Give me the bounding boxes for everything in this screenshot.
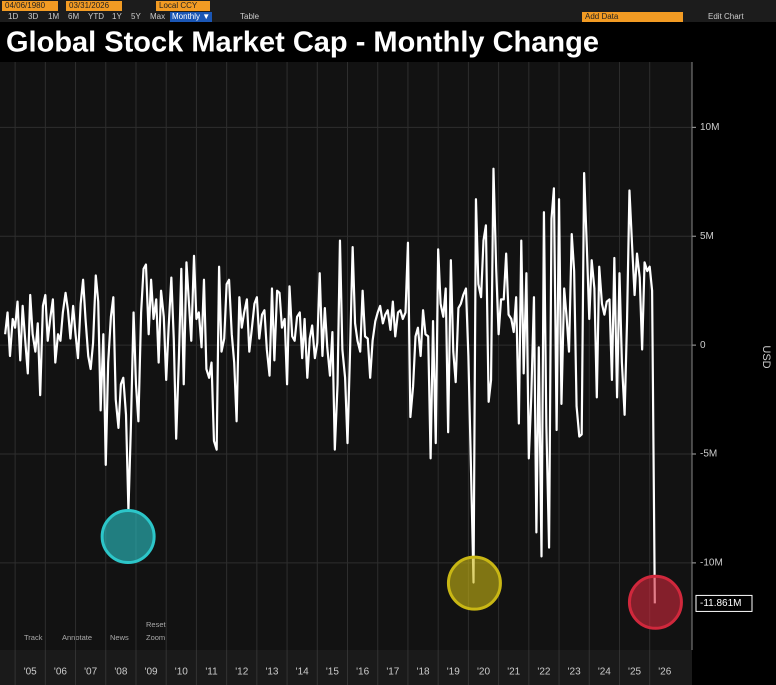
range-button[interactable]: 1D [8, 12, 19, 21]
x-tick-label: '21 [507, 667, 520, 678]
data-line [4, 167, 656, 604]
reset-button[interactable]: Reset [146, 620, 167, 629]
chart-tools: Reset Track Annotate News Zoom [24, 620, 167, 642]
chart: Global Stock Market Cap - Monthly Change… [0, 27, 772, 685]
toolbar: 04/06/1980 03/31/2026 Local CCY 1D 3D 1M… [0, 0, 776, 22]
x-tick-label: '07 [84, 667, 97, 678]
last-value-label: -11.861M [700, 598, 742, 609]
x-tick-label: '14 [296, 667, 309, 678]
x-tick-label: '20 [477, 667, 490, 678]
range-button[interactable]: 3D [28, 12, 39, 21]
highlight-circle [100, 509, 156, 565]
currency[interactable]: Local CCY [156, 1, 210, 11]
add-data[interactable]: Add Data [582, 12, 683, 22]
last-value-tag [695, 594, 753, 612]
x-tick-label: '26 [658, 667, 671, 678]
x-tick-label: '19 [447, 667, 460, 678]
x-tick-label: '16 [356, 667, 369, 678]
highlight-circle [446, 555, 502, 611]
edit-chart[interactable]: Edit Chart [708, 12, 744, 21]
period-select[interactable]: Monthly ▼ [170, 12, 213, 22]
x-tick-label: '25 [628, 667, 641, 678]
range-button[interactable]: Max [150, 12, 166, 21]
table-button[interactable]: Table [240, 12, 260, 21]
range-button[interactable]: 5Y [131, 12, 141, 21]
range-button[interactable]: YTD [88, 12, 104, 21]
x-tick-label: '17 [386, 667, 399, 678]
x-tick-label: '10 [175, 667, 188, 678]
x-tick-label: '08 [114, 667, 127, 678]
end-date[interactable]: 03/31/2026 [66, 1, 122, 11]
x-tick-label: '23 [568, 667, 581, 678]
x-tick-label: '13 [265, 667, 278, 678]
tool-button[interactable]: Annotate [62, 633, 92, 642]
x-axis-band [0, 650, 692, 685]
y-tick-label: -5M [700, 449, 717, 460]
y-tick-label: 10M [700, 122, 719, 133]
y-tick-label: -10M [700, 558, 723, 569]
range-button[interactable]: 1M [48, 12, 60, 21]
range-button[interactable]: 6M [68, 12, 80, 21]
x-tick-label: '12 [235, 667, 248, 678]
x-tick-label: '05 [24, 667, 37, 678]
x-tick-label: '11 [205, 667, 218, 678]
y-axis-label: USD [760, 345, 772, 368]
tool-button[interactable]: Zoom [146, 633, 165, 642]
y-tick-label: 0 [700, 340, 706, 351]
chart-title: Global Stock Market Cap - Monthly Change [6, 27, 599, 59]
x-tick-label: '22 [537, 667, 550, 678]
range-button[interactable]: 1Y [112, 12, 122, 21]
tool-button[interactable]: Track [24, 633, 43, 642]
tool-button[interactable]: News [110, 633, 129, 642]
x-tick-label: '18 [417, 667, 430, 678]
x-tick-label: '06 [54, 667, 67, 678]
x-tick-label: '09 [145, 667, 158, 678]
x-tick-label: '24 [598, 667, 611, 678]
y-tick-label: 5M [700, 231, 714, 242]
highlight-circle [627, 574, 683, 630]
x-tick-label: '15 [326, 667, 339, 678]
start-date[interactable]: 04/06/1980 [2, 1, 58, 11]
